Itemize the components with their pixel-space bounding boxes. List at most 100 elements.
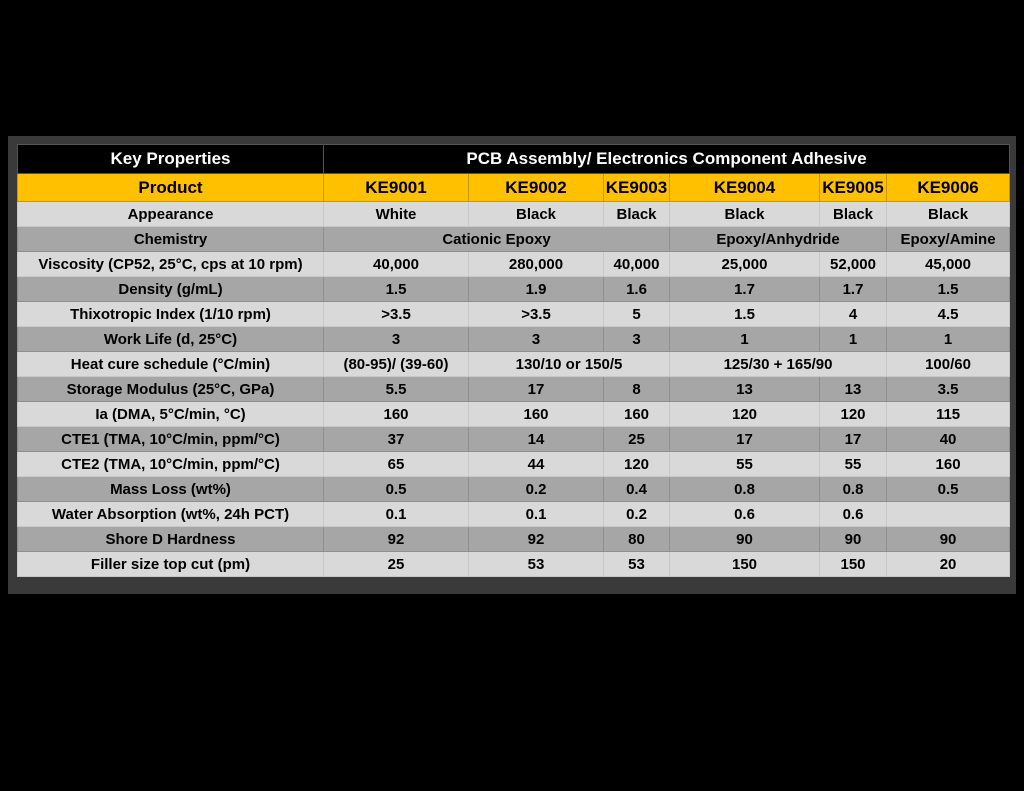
table-cell: 13 [669, 376, 820, 402]
table-cell: 120 [603, 451, 670, 477]
table-row-cte1: CTE1 (TMA, 10°C/min, ppm/°C) 37 14 25 17… [17, 426, 1011, 452]
table-cell: 115 [885, 401, 1011, 427]
table-cell: 3 [468, 326, 604, 352]
table-cell: 1.5 [323, 276, 469, 302]
table-cell: 53 [603, 551, 670, 577]
table-cell: 4.5 [885, 301, 1011, 327]
table-cell: White [323, 201, 469, 227]
table-cell: 160 [468, 401, 604, 427]
table-cell: 90 [669, 526, 820, 552]
table-cell: 0.4 [603, 476, 670, 502]
table-cell: 55 [669, 451, 820, 477]
table-cell: 3 [603, 326, 670, 352]
table-cell: 40,000 [323, 251, 469, 277]
row-label: Shore D Hardness [17, 526, 324, 552]
table-cell: 160 [323, 401, 469, 427]
table-cell: 1.5 [885, 276, 1011, 302]
table-cell: 45,000 [885, 251, 1011, 277]
table-cell: 1.9 [468, 276, 604, 302]
table-cell: 1 [819, 326, 887, 352]
header-row: Key Properties PCB Assembly/ Electronics… [17, 144, 1011, 174]
table-cell: 1.7 [669, 276, 820, 302]
table-cell: 130/10 or 150/5 [468, 351, 670, 377]
table-cell: 1 [885, 326, 1011, 352]
row-label: CTE2 (TMA, 10°C/min, ppm/°C) [17, 451, 324, 477]
table-cell: >3.5 [468, 301, 604, 327]
product-label: Product [17, 173, 324, 202]
row-label: Ia (DMA, 5°C/min, °C) [17, 401, 324, 427]
properties-table: Key Properties PCB Assembly/ Electronics… [17, 144, 1011, 577]
table-cell: 20 [885, 551, 1011, 577]
table-cell [885, 501, 1011, 527]
table-row-density: Density (g/mL) 1.5 1.9 1.6 1.7 1.7 1.5 [17, 276, 1011, 302]
table-cell: 25 [603, 426, 670, 452]
product-row: Product KE9001 KE9002 KE9003 KE9004 KE90… [17, 173, 1011, 202]
table-cell: 0.8 [669, 476, 820, 502]
key-properties-header: Key Properties [17, 144, 324, 174]
table-cell: 0.5 [323, 476, 469, 502]
table-cell: 17 [468, 376, 604, 402]
product-ke9001: KE9001 [323, 173, 469, 202]
category-header: PCB Assembly/ Electronics Component Adhe… [322, 144, 1011, 174]
table-cell: 90 [819, 526, 887, 552]
table-row-storage-modulus: Storage Modulus (25°C, GPa) 5.5 17 8 13 … [17, 376, 1011, 402]
table-cell: 65 [323, 451, 469, 477]
table-cell: Black [669, 201, 820, 227]
table-row-filler-size: Filler size top cut (pm) 25 53 53 150 15… [17, 551, 1011, 577]
table-cell: 0.6 [819, 501, 887, 527]
table-cell: Epoxy/Anhydride [669, 226, 887, 252]
table-cell: 40,000 [603, 251, 670, 277]
row-label: Density (g/mL) [17, 276, 324, 302]
row-label: Water Absorption (wt%, 24h PCT) [17, 501, 324, 527]
table-cell: 150 [669, 551, 820, 577]
row-label: Storage Modulus (25°C, GPa) [17, 376, 324, 402]
table-cell: 53 [468, 551, 604, 577]
row-label: Heat cure schedule (°C/min) [17, 351, 324, 377]
table-cell: 1.6 [603, 276, 670, 302]
table-row-ia-dma: Ia (DMA, 5°C/min, °C) 160 160 160 120 12… [17, 401, 1011, 427]
table-cell: 4 [819, 301, 887, 327]
product-ke9002: KE9002 [468, 173, 604, 202]
table-cell: 52,000 [819, 251, 887, 277]
table-cell: 40 [885, 426, 1011, 452]
table-cell: 17 [819, 426, 887, 452]
table-cell: 13 [819, 376, 887, 402]
table-cell: 0.1 [468, 501, 604, 527]
row-label: CTE1 (TMA, 10°C/min, ppm/°C) [17, 426, 324, 452]
table-cell: 1 [669, 326, 820, 352]
table-cell: 0.1 [323, 501, 469, 527]
table-cell: 160 [603, 401, 670, 427]
table-row-heat-cure-schedule: Heat cure schedule (°C/min) (80-95)/ (39… [17, 351, 1011, 377]
table-cell: 55 [819, 451, 887, 477]
table-cell: 25,000 [669, 251, 820, 277]
table-row-chemistry: Chemistry Cationic Epoxy Epoxy/Anhydride… [17, 226, 1011, 252]
table-cell: 0.5 [885, 476, 1011, 502]
table-cell: Black [468, 201, 604, 227]
table-cell: 5.5 [323, 376, 469, 402]
table-cell: 125/30 + 165/90 [669, 351, 887, 377]
table-cell: 150 [819, 551, 887, 577]
row-label: Thixotropic Index (1/10 rpm) [17, 301, 324, 327]
table-cell: 280,000 [468, 251, 604, 277]
product-ke9004: KE9004 [669, 173, 820, 202]
table-cell: 0.2 [603, 501, 670, 527]
table-cell: 5 [603, 301, 670, 327]
table-cell: Epoxy/Amine [885, 226, 1011, 252]
product-ke9003: KE9003 [603, 173, 670, 202]
table-cell: 0.6 [669, 501, 820, 527]
table-cell: 25 [323, 551, 469, 577]
table-cell: 3 [323, 326, 469, 352]
table-cell: 160 [885, 451, 1011, 477]
table-cell: 92 [323, 526, 469, 552]
table-cell: 8 [603, 376, 670, 402]
table-cell: 120 [819, 401, 887, 427]
table-cell: 80 [603, 526, 670, 552]
table-row-thixotropic-index: Thixotropic Index (1/10 rpm) >3.5 >3.5 5… [17, 301, 1011, 327]
table-row-viscosity: Viscosity (CP52, 25°C, cps at 10 rpm) 40… [17, 251, 1011, 277]
row-label: Work Life (d, 25°C) [17, 326, 324, 352]
table-row-appearance: Appearance White Black Black Black Black… [17, 201, 1011, 227]
table-cell: 1.7 [819, 276, 887, 302]
table-row-work-life: Work Life (d, 25°C) 3 3 3 1 1 1 [17, 326, 1011, 352]
table-cell: 3.5 [885, 376, 1011, 402]
row-label: Chemistry [17, 226, 324, 252]
